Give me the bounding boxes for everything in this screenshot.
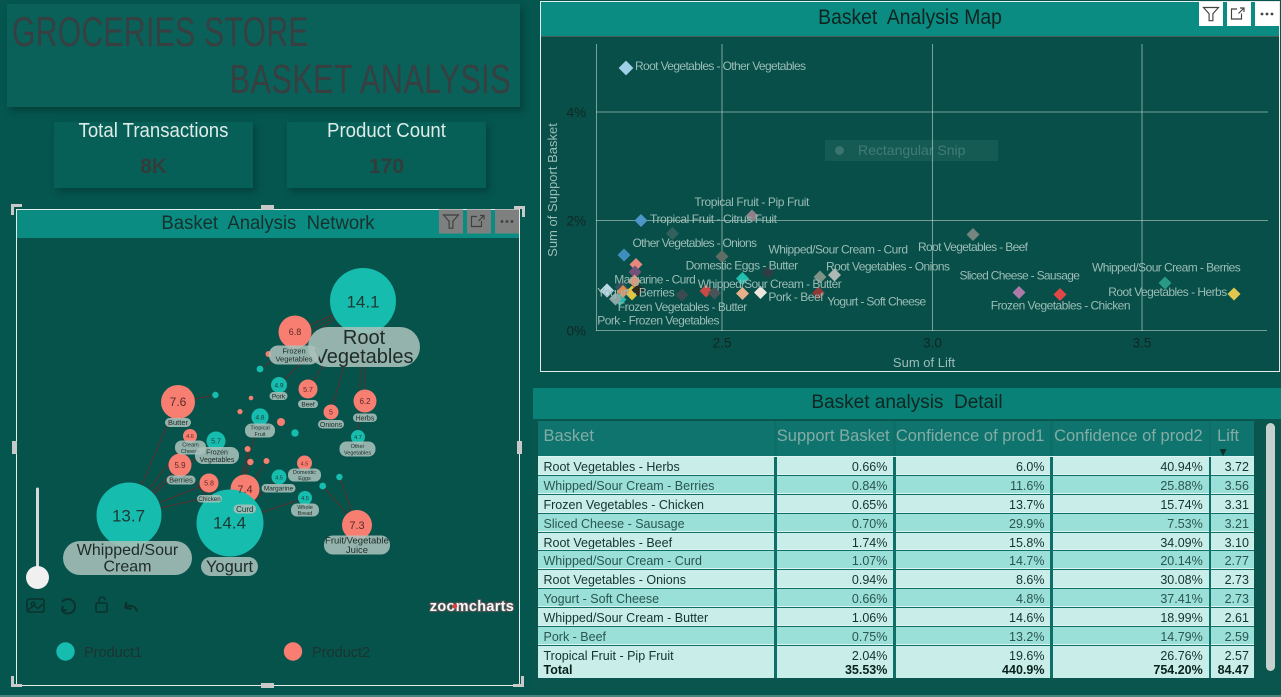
svg-text:14.1: 14.1 [346, 293, 379, 312]
svg-text:Product2: Product2 [312, 645, 370, 661]
svg-text:Domestic Eggs - Butter: Domestic Eggs - Butter [686, 259, 799, 273]
svg-text:5.7: 5.7 [211, 439, 221, 446]
svg-text:13.7: 13.7 [112, 507, 145, 526]
svg-text:Beef: Beef [301, 402, 315, 409]
svg-text:4.5: 4.5 [301, 496, 309, 502]
svg-text:Yogurt: Yogurt [206, 558, 254, 576]
svg-text:Pork: Pork [272, 394, 286, 401]
svg-text:Vegetables: Vegetables [200, 457, 235, 464]
svg-text:Root Vegetables - Herbs: Root Vegetables - Herbs [1108, 285, 1227, 299]
svg-text:Whipped/Sour: Whipped/Sour [77, 542, 179, 559]
svg-text:3.0: 3.0 [923, 336, 942, 351]
svg-text:Vegetables: Vegetables [315, 346, 414, 368]
svg-text:Whole: Whole [297, 505, 313, 511]
svg-text:2.5: 2.5 [713, 336, 732, 351]
svg-text:7.4: 7.4 [237, 484, 252, 496]
svg-text:Sum of Lift: Sum of Lift [893, 355, 956, 370]
svg-text:Whipped/Sour Cream - Berries: Whipped/Sour Cream - Berries [1092, 261, 1241, 275]
svg-text:Root: Root [343, 327, 386, 349]
svg-text:5.9: 5.9 [174, 461, 186, 470]
svg-text:Vegetables: Vegetables [275, 355, 312, 364]
svg-text:Whipped/Sour Cream - Curd: Whipped/Sour Cream - Curd [768, 243, 908, 257]
svg-text:Butter: Butter [168, 418, 189, 427]
svg-text:Product1: Product1 [84, 645, 142, 661]
svg-text:Margarine: Margarine [264, 486, 294, 493]
svg-text:0%: 0% [566, 324, 586, 339]
svg-text:Fruit/Vegetable: Fruit/Vegetable [325, 536, 389, 547]
svg-text:Chicken: Chicken [198, 496, 221, 503]
svg-text:Frozen: Frozen [206, 450, 228, 457]
svg-text:Domestic: Domestic [293, 470, 316, 476]
svg-text:4%: 4% [566, 105, 586, 120]
svg-text:Yogurt - Berries: Yogurt - Berries [597, 286, 674, 300]
svg-text:Bread: Bread [298, 511, 313, 517]
svg-text:6.8: 6.8 [289, 327, 302, 337]
svg-text:4.5: 4.5 [275, 476, 283, 482]
svg-text:Yogurt - Soft Cheese: Yogurt - Soft Cheese [827, 295, 926, 309]
svg-text:Curd: Curd [236, 505, 253, 514]
svg-text:Root Vegetables - Other Vegeta: Root Vegetables - Other Vegetables [635, 59, 806, 73]
svg-text:4.7: 4.7 [354, 435, 362, 441]
svg-text:4.9: 4.9 [274, 383, 283, 390]
svg-text:Herbs: Herbs [356, 416, 375, 423]
svg-text:Other Vegetables - Onions: Other Vegetables - Onions [633, 236, 758, 250]
svg-text:7.6: 7.6 [170, 395, 187, 409]
svg-text:zoomcharts: zoomcharts [430, 599, 514, 615]
svg-text:5.8: 5.8 [204, 481, 214, 488]
svg-text:Eggs: Eggs [298, 476, 311, 482]
svg-text:7.3: 7.3 [349, 520, 364, 532]
svg-text:Root Vegetables - Onions: Root Vegetables - Onions [826, 260, 950, 274]
svg-text:4.6: 4.6 [186, 434, 194, 440]
svg-text:Root Vegetables - Beef: Root Vegetables - Beef [918, 240, 1029, 254]
svg-text:Sum of Support Basket: Sum of Support Basket [545, 123, 560, 257]
svg-text:2%: 2% [566, 214, 586, 229]
svg-text:5.7: 5.7 [303, 387, 313, 394]
svg-text:Fruit: Fruit [255, 432, 266, 438]
svg-text:Tropical Fruit - Pip Fruit: Tropical Fruit - Pip Fruit [694, 195, 810, 209]
svg-text:Onions: Onions [320, 422, 343, 429]
svg-text:Whipped/Sour Cream - Butter: Whipped/Sour Cream - Butter [698, 277, 842, 291]
svg-text:Margarine - Curd: Margarine - Curd [614, 273, 696, 287]
svg-text:5: 5 [329, 410, 333, 417]
svg-text:Tropical: Tropical [250, 426, 269, 432]
svg-text:Sliced Cheese - Sausage: Sliced Cheese - Sausage [960, 269, 1081, 283]
svg-text:14.4: 14.4 [213, 514, 246, 533]
svg-text:Cheese: Cheese [181, 449, 200, 455]
svg-text:Cream: Cream [182, 443, 199, 449]
svg-text:Other: Other [351, 444, 365, 450]
svg-text:Vegetables: Vegetables [344, 451, 371, 457]
svg-text:Cream: Cream [103, 559, 151, 576]
svg-text:4.8: 4.8 [255, 415, 264, 422]
svg-text:Frozen: Frozen [282, 347, 305, 356]
svg-text:6.2: 6.2 [359, 397, 371, 406]
svg-text:Berries: Berries [169, 476, 193, 485]
svg-text:Pork - Frozen Vegetables: Pork - Frozen Vegetables [597, 314, 719, 328]
svg-text:Frozen Vegetables - Chicken: Frozen Vegetables - Chicken [991, 299, 1131, 313]
svg-text:3.5: 3.5 [1133, 336, 1152, 351]
svg-text:4.5: 4.5 [301, 462, 309, 468]
svg-text:Juice: Juice [346, 545, 368, 556]
svg-text:Pork - Beef: Pork - Beef [768, 290, 824, 304]
svg-text:Tropical Fruit - Citrus Fruit: Tropical Fruit - Citrus Fruit [650, 212, 778, 226]
svg-text:Frozen Vegetables - Butter: Frozen Vegetables - Butter [618, 300, 748, 314]
